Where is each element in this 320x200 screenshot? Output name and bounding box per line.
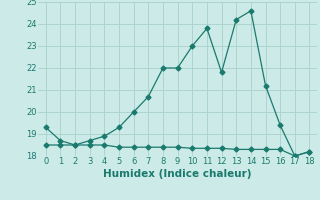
X-axis label: Humidex (Indice chaleur): Humidex (Indice chaleur) [103, 169, 252, 179]
